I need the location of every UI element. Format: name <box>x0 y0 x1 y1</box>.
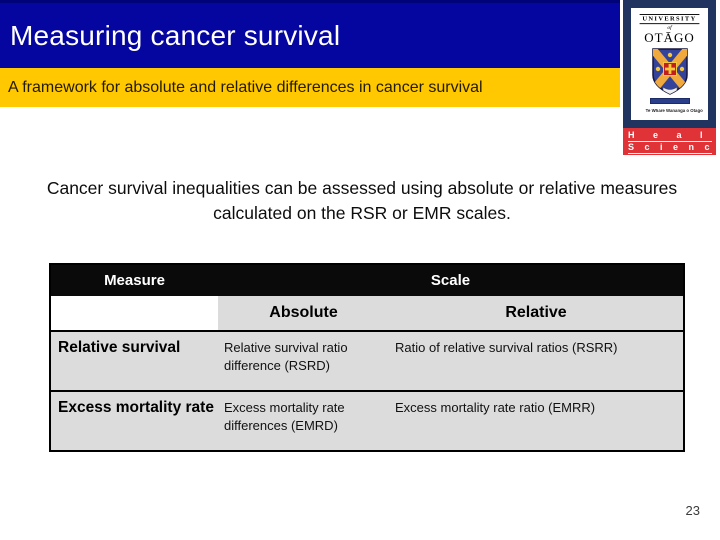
table-header-row: Measure Scale <box>50 264 685 296</box>
otago-crest-card: UNIVERSITY of OTĀGO <box>631 8 708 120</box>
sciences-label: S c i e n c e s <box>628 142 716 154</box>
health-sciences-badge: H e a l t h S c i e n c e s <box>623 128 716 155</box>
table-header-measure: Measure <box>50 264 218 296</box>
page-number: 23 <box>685 503 700 518</box>
otago-wordmark: OTĀGO <box>644 30 695 45</box>
otago-motto: Te Whare Wananga o Otago <box>645 109 703 114</box>
table-row: Excess mortality rate Excess mortality r… <box>50 391 685 451</box>
row1-measure: Relative survival <box>50 331 218 391</box>
title-bar: Measuring cancer survival <box>0 0 620 68</box>
subtitle-bar: A framework for absolute and relative di… <box>0 68 620 107</box>
page-title: Measuring cancer survival <box>10 19 341 51</box>
table-subheader-relative: Relative <box>389 296 685 331</box>
table-subheader-row: Absolute Relative <box>50 296 685 331</box>
table-header-scale: Scale <box>218 264 685 296</box>
table-row: Relative survival Relative survival rati… <box>50 331 685 391</box>
measures-table: Measure Scale Absolute Relative Relative… <box>49 263 686 452</box>
table-subheader-absolute: Absolute <box>218 296 389 331</box>
row1-absolute: Relative survival ratio difference (RSRD… <box>218 331 389 391</box>
health-label: H e a l t h <box>628 130 716 142</box>
otago-crest-icon <box>631 47 708 97</box>
otago-logo-panel: UNIVERSITY of OTĀGO <box>623 0 716 128</box>
page-subtitle: A framework for absolute and relative di… <box>8 78 483 96</box>
crest-banner <box>649 98 690 104</box>
row2-relative: Excess mortality rate ratio (EMRR) <box>389 391 685 451</box>
table-subheader-blank <box>50 296 218 331</box>
of-wordmark: of <box>667 24 672 31</box>
row2-measure: Excess mortality rate <box>50 391 218 451</box>
row2-absolute: Excess mortality rate differences (EMRD) <box>218 391 389 451</box>
intro-text: Cancer survival inequalities can be asse… <box>46 178 678 223</box>
row1-relative: Ratio of relative survival ratios (RSRR) <box>389 331 685 391</box>
university-wordmark: UNIVERSITY <box>639 14 700 25</box>
